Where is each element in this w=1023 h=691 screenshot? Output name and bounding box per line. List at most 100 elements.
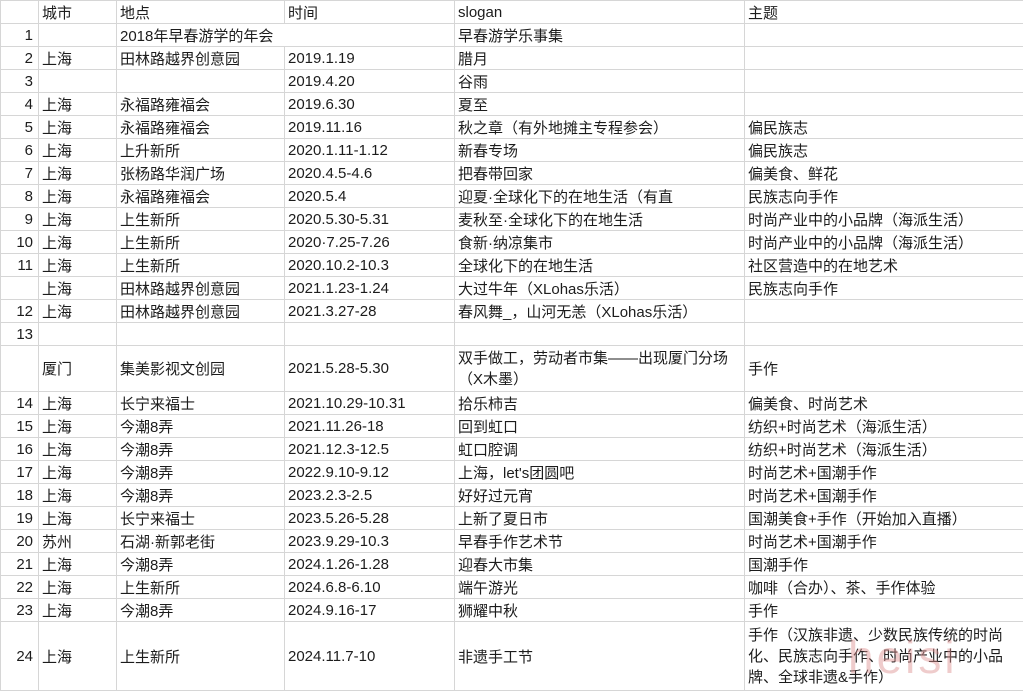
row-number-cell[interactable]: 18 — [1, 484, 39, 507]
city-cell[interactable]: 上海 — [39, 254, 117, 277]
city-cell[interactable]: 上海 — [39, 576, 117, 599]
city-cell[interactable]: 上海 — [39, 185, 117, 208]
slogan-cell[interactable]: 把春带回家 — [455, 162, 745, 185]
venue-cell[interactable]: 田林路越界创意园 — [117, 47, 285, 70]
header-cell-blank[interactable] — [1, 1, 39, 24]
venue-cell[interactable]: 今潮8弄 — [117, 438, 285, 461]
slogan-cell[interactable]: 秋之章（有外地摊主专程参会） — [455, 116, 745, 139]
slogan-cell[interactable]: 迎春大市集 — [455, 553, 745, 576]
time-cell[interactable]: 2020.5.30-5.31 — [285, 208, 455, 231]
slogan-cell[interactable]: 迎夏·全球化下的在地生活（有直 — [455, 185, 745, 208]
theme-cell[interactable] — [745, 323, 1023, 346]
city-cell[interactable]: 苏州 — [39, 530, 117, 553]
venue-cell[interactable]: 田林路越界创意园 — [117, 300, 285, 323]
slogan-cell[interactable]: 腊月 — [455, 47, 745, 70]
row-number-cell[interactable]: 10 — [1, 231, 39, 254]
time-cell[interactable]: 2019.4.20 — [285, 70, 455, 93]
theme-cell[interactable]: 时尚艺术+国潮手作 — [745, 530, 1023, 553]
venue-cell[interactable]: 永福路雍福会 — [117, 185, 285, 208]
city-cell[interactable] — [39, 70, 117, 93]
city-cell[interactable]: 上海 — [39, 93, 117, 116]
venue-cell[interactable]: 今潮8弄 — [117, 553, 285, 576]
time-cell[interactable]: 2020·7.25-7.26 — [285, 231, 455, 254]
theme-cell[interactable]: 时尚艺术+国潮手作 — [745, 461, 1023, 484]
city-cell[interactable]: 上海 — [39, 162, 117, 185]
row-number-cell[interactable]: 21 — [1, 553, 39, 576]
time-cell[interactable]: 2019.1.19 — [285, 47, 455, 70]
row-number-cell[interactable]: 8 — [1, 185, 39, 208]
time-cell[interactable]: 2021.12.3-12.5 — [285, 438, 455, 461]
venue-cell[interactable]: 今潮8弄 — [117, 599, 285, 622]
row-number-cell[interactable]: 6 — [1, 139, 39, 162]
venue-cell[interactable]: 今潮8弄 — [117, 484, 285, 507]
time-cell[interactable]: 2021.11.26-18 — [285, 415, 455, 438]
row-number-cell[interactable] — [1, 277, 39, 300]
slogan-cell[interactable]: 全球化下的在地生活 — [455, 254, 745, 277]
time-cell[interactable]: 2023.2.3-2.5 — [285, 484, 455, 507]
theme-cell[interactable]: 时尚产业中的小品牌（海派生活） — [745, 231, 1023, 254]
city-cell[interactable]: 上海 — [39, 622, 117, 691]
slogan-cell[interactable]: 春风舞_，山河无恙（XLohas乐活） — [455, 300, 745, 323]
theme-cell[interactable]: 国潮手作 — [745, 553, 1023, 576]
city-cell[interactable]: 上海 — [39, 438, 117, 461]
venue-cell[interactable] — [117, 70, 285, 93]
slogan-cell[interactable]: 早春手作艺术节 — [455, 530, 745, 553]
theme-cell[interactable] — [745, 24, 1023, 47]
time-cell[interactable]: 2022.9.10-9.12 — [285, 461, 455, 484]
row-number-cell[interactable]: 13 — [1, 323, 39, 346]
theme-cell[interactable] — [745, 47, 1023, 70]
row-number-cell[interactable]: 4 — [1, 93, 39, 116]
row-number-cell[interactable]: 19 — [1, 507, 39, 530]
venue-cell[interactable]: 上生新所 — [117, 208, 285, 231]
slogan-cell[interactable]: 上新了夏日市 — [455, 507, 745, 530]
row-number-cell[interactable]: 5 — [1, 116, 39, 139]
venue-cell[interactable]: 上生新所 — [117, 231, 285, 254]
city-cell[interactable]: 上海 — [39, 599, 117, 622]
slogan-cell[interactable]: 非遗手工节 — [455, 622, 745, 691]
header-cell-venue[interactable]: 地点 — [117, 1, 285, 24]
venue-cell[interactable] — [117, 323, 285, 346]
city-cell[interactable]: 上海 — [39, 208, 117, 231]
row-number-cell[interactable]: 11 — [1, 254, 39, 277]
slogan-cell[interactable]: 狮耀中秋 — [455, 599, 745, 622]
city-cell[interactable] — [39, 24, 117, 47]
venue-cell[interactable]: 集美影视文创园 — [117, 346, 285, 392]
city-cell[interactable]: 上海 — [39, 231, 117, 254]
theme-cell[interactable]: 社区营造中的在地艺术 — [745, 254, 1023, 277]
slogan-cell[interactable]: 大过牛年（XLohas乐活） — [455, 277, 745, 300]
theme-cell[interactable]: 偏美食、时尚艺术 — [745, 392, 1023, 415]
venue-cell[interactable]: 今潮8弄 — [117, 461, 285, 484]
city-cell[interactable]: 上海 — [39, 553, 117, 576]
theme-cell[interactable]: 国潮美食+手作（开始加入直播） — [745, 507, 1023, 530]
city-cell[interactable]: 上海 — [39, 139, 117, 162]
time-cell[interactable]: 2019.11.16 — [285, 116, 455, 139]
venue-cell[interactable]: 2018年早春游学的年会 — [117, 24, 455, 47]
slogan-cell[interactable]: 虹口腔调 — [455, 438, 745, 461]
theme-cell[interactable]: 纺织+时尚艺术（海派生活） — [745, 438, 1023, 461]
header-cell-slogan[interactable]: slogan — [455, 1, 745, 24]
row-number-cell[interactable] — [1, 346, 39, 392]
city-cell[interactable]: 上海 — [39, 277, 117, 300]
row-number-cell[interactable]: 14 — [1, 392, 39, 415]
venue-cell[interactable]: 长宁来福士 — [117, 507, 285, 530]
city-cell[interactable] — [39, 323, 117, 346]
city-cell[interactable]: 上海 — [39, 47, 117, 70]
time-cell[interactable]: 2021.10.29-10.31 — [285, 392, 455, 415]
venue-cell[interactable]: 上生新所 — [117, 622, 285, 691]
slogan-cell[interactable]: 麦秋至·全球化下的在地生活 — [455, 208, 745, 231]
slogan-cell[interactable] — [455, 323, 745, 346]
time-cell[interactable]: 2023.5.26-5.28 — [285, 507, 455, 530]
city-cell[interactable]: 厦门 — [39, 346, 117, 392]
slogan-cell[interactable]: 双手做工，劳动者市集——出现厦门分场（X木墨） — [455, 346, 745, 392]
theme-cell[interactable] — [745, 300, 1023, 323]
theme-cell[interactable]: 纺织+时尚艺术（海派生活） — [745, 415, 1023, 438]
slogan-cell[interactable]: 食新·纳凉集市 — [455, 231, 745, 254]
venue-cell[interactable]: 上生新所 — [117, 576, 285, 599]
theme-cell[interactable]: 偏美食、鲜花 — [745, 162, 1023, 185]
theme-cell[interactable]: 手作 — [745, 346, 1023, 392]
slogan-cell[interactable]: 回到虹口 — [455, 415, 745, 438]
city-cell[interactable]: 上海 — [39, 415, 117, 438]
theme-cell[interactable]: 民族志向手作 — [745, 185, 1023, 208]
theme-cell[interactable] — [745, 93, 1023, 116]
row-number-cell[interactable]: 9 — [1, 208, 39, 231]
